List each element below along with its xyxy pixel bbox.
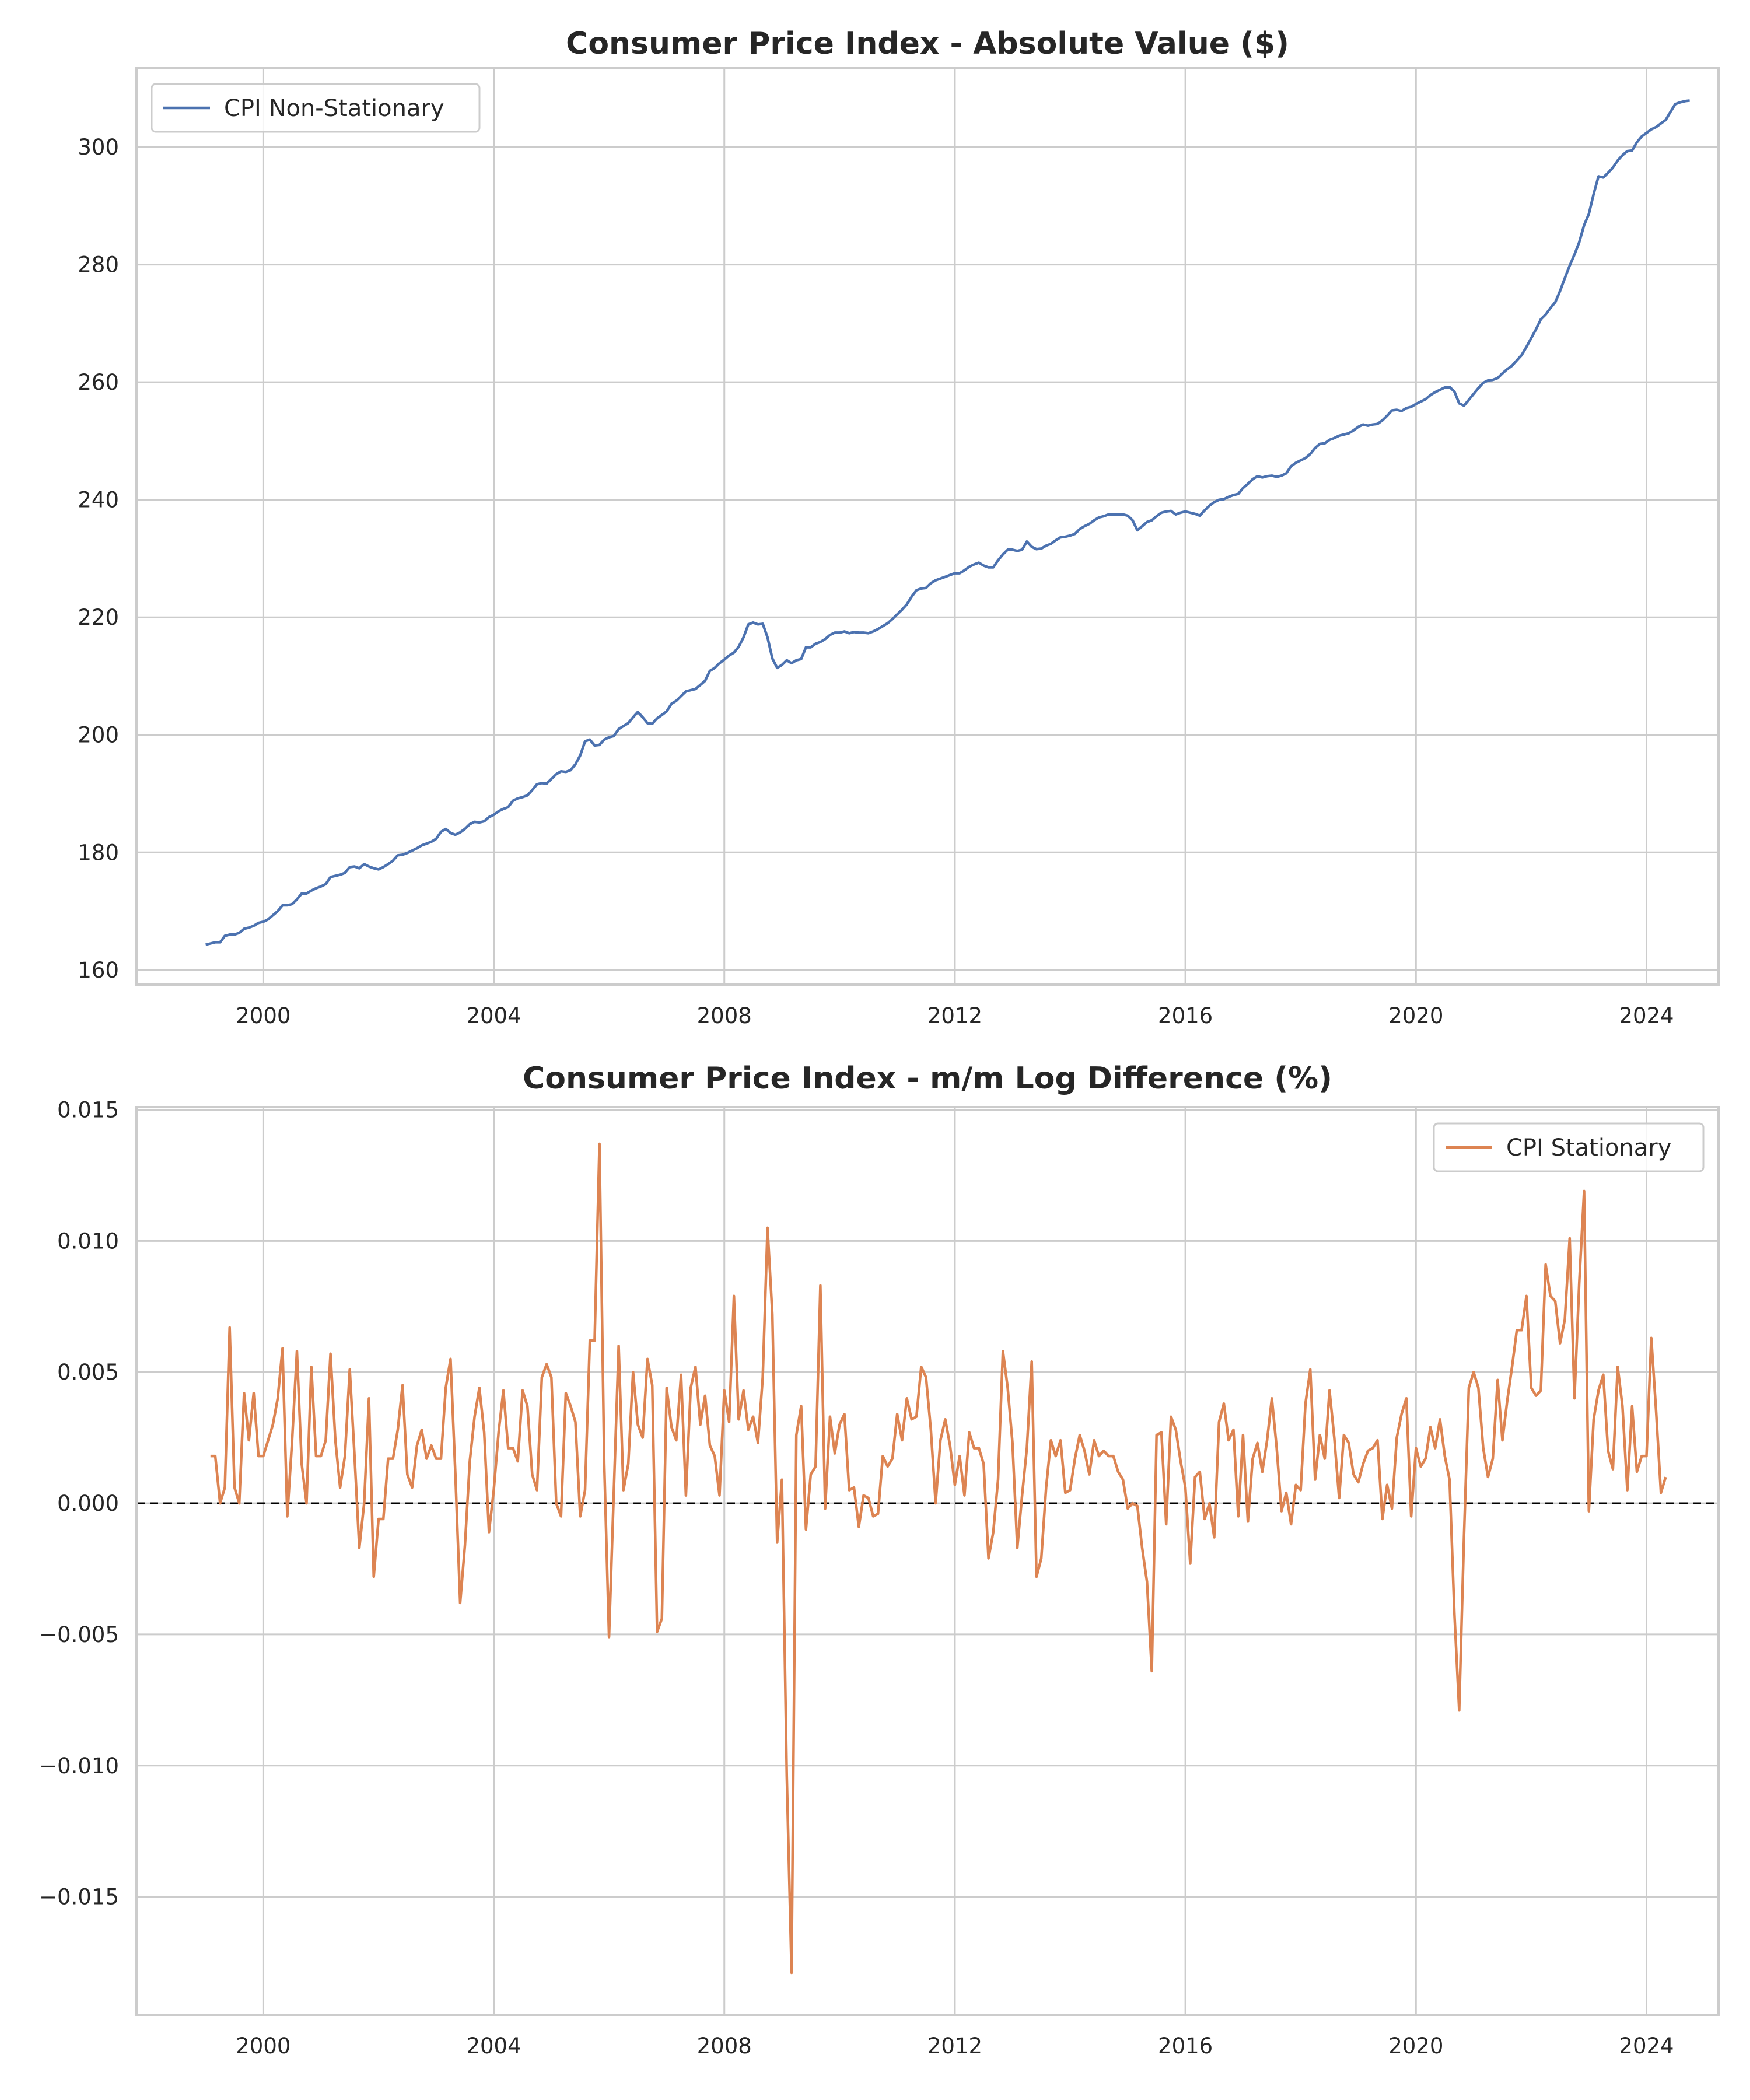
y-tick-label: 240 (78, 488, 119, 513)
x-tick-label: 2004 (466, 1003, 521, 1028)
top-legend-label: CPI Non-Stationary (224, 95, 444, 122)
bottom-legend-box (1433, 1122, 1704, 1172)
top-x-tick-labels: 2000 2004 2008 2012 2016 2020 2024 (236, 1003, 1674, 1028)
bottom-x-tick-labels: 2000 2004 2008 2012 2016 2020 2024 (236, 2034, 1674, 2059)
y-tick-label: 200 (78, 723, 119, 748)
bottom-legend: CPI Stationary (1433, 1122, 1704, 1172)
bottom-legend-label: CPI Stationary (1506, 1135, 1671, 1161)
x-tick-label: 2012 (928, 2034, 982, 2059)
series-line (205, 99, 1690, 946)
x-tick-label: 2008 (697, 2034, 752, 2059)
y-tick-label: 180 (78, 840, 119, 865)
x-tick-label: 2000 (236, 1003, 290, 1028)
x-tick-label: 2020 (1388, 2034, 1443, 2059)
y-tick-label: 0.005 (57, 1360, 119, 1385)
top-legend-box (150, 83, 481, 133)
x-tick-label: 2024 (1619, 2034, 1674, 2059)
y-tick-label: −0.010 (39, 1754, 119, 1779)
x-tick-label: 2024 (1619, 1003, 1674, 1028)
top-series-layer (205, 99, 1690, 946)
top-gridlines (136, 68, 1718, 985)
y-tick-label: 280 (78, 253, 119, 278)
top-plot-frame (135, 66, 1720, 986)
y-tick-label: −0.005 (39, 1622, 119, 1647)
bottom-gridlines (136, 1107, 1718, 2015)
x-tick-label: 2012 (928, 1003, 982, 1028)
y-tick-label: 0.000 (57, 1491, 119, 1516)
top-y-tick-labels: 160 180 200 220 240 260 280 300 (78, 135, 119, 983)
bottom-y-tick-labels: 0.015 0.010 0.005 0.000 −0.005 −0.010 −0.015 (39, 1097, 119, 1909)
y-tick-label: −0.015 (39, 1885, 119, 1910)
chart-log-difference: 2000 2004 2008 2012 2016 2020 2024 0.0150.0100… (39, 1061, 1720, 2059)
bottom-plot-frame (135, 1106, 1720, 2016)
bottom-series-layer (210, 1142, 1667, 1975)
top-chart-title: Consumer Price Index - Absolute Value ($… (566, 26, 1289, 61)
y-tick-label: 160 (78, 958, 119, 983)
series-line (210, 1142, 1667, 1975)
y-tick-label: 260 (78, 370, 119, 395)
y-tick-label: 220 (78, 605, 119, 630)
y-tick-label: 300 (78, 135, 119, 160)
x-tick-label: 2016 (1158, 1003, 1213, 1028)
x-tick-label: 2020 (1388, 1003, 1443, 1028)
y-tick-label: 0.010 (57, 1228, 119, 1254)
top-legend: CPI Non-Stationary (150, 83, 481, 133)
bottom-chart-title: Consumer Price Index - m/m Log Differenc… (523, 1061, 1332, 1096)
y-tick-label: 0.015 (57, 1097, 119, 1122)
x-tick-label: 2016 (1158, 2034, 1213, 2059)
x-tick-label: 2008 (697, 1003, 752, 1028)
x-tick-label: 2004 (466, 2034, 521, 2059)
x-tick-label: 2000 (236, 2034, 290, 2059)
